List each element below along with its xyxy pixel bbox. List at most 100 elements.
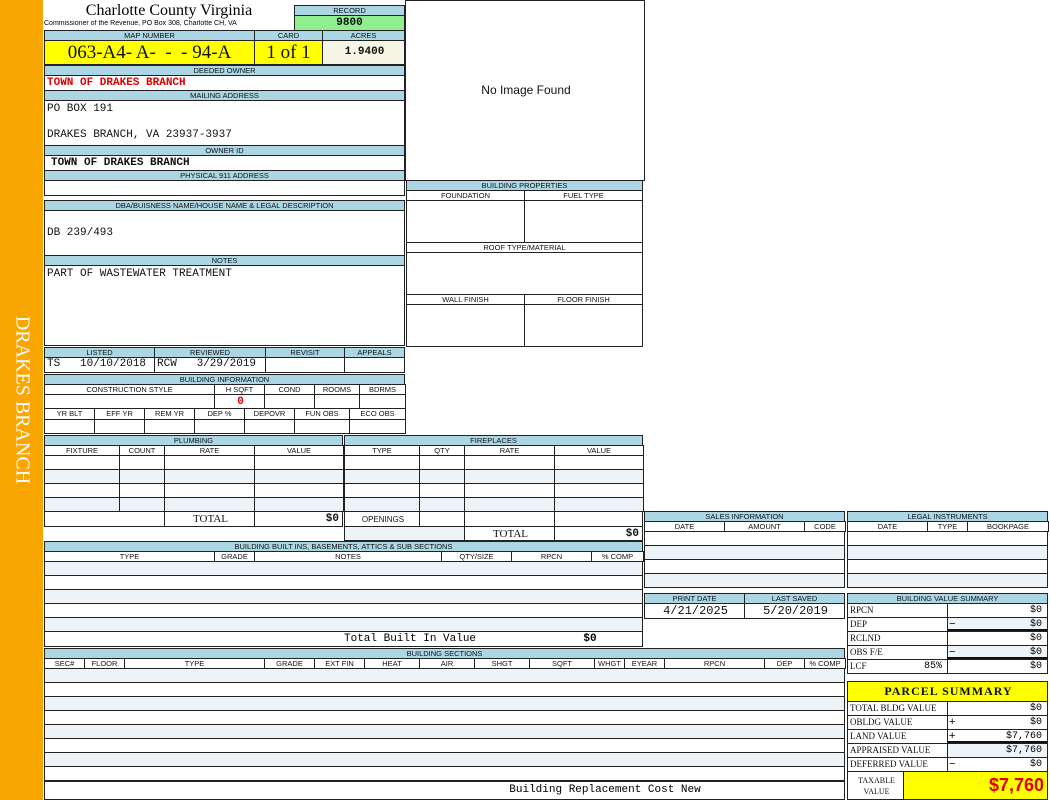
- fireplace-cell[interactable]: [554, 483, 644, 498]
- built-in-total-value: $0: [583, 633, 597, 645]
- appeals-value[interactable]: [344, 357, 405, 373]
- bdrms-value[interactable]: [359, 394, 406, 409]
- last-saved-value: 5/20/2019: [744, 603, 845, 619]
- plumbing-cell[interactable]: [119, 483, 165, 498]
- parcel-summary-sign: −: [949, 758, 956, 770]
- parcel-summary-row-label: APPRAISED VALUE: [847, 743, 948, 758]
- plumbing-cell[interactable]: [254, 469, 344, 484]
- yr-blt-value[interactable]: [44, 419, 95, 434]
- openings-value[interactable]: [554, 511, 643, 527]
- building-section-row[interactable]: [44, 752, 845, 767]
- plumbing-cell[interactable]: [164, 455, 255, 470]
- value-summary-cell: [947, 617, 1048, 632]
- revisit-value[interactable]: [265, 357, 345, 373]
- fun-obs-value[interactable]: [294, 419, 350, 434]
- fireplace-cell[interactable]: [464, 483, 555, 498]
- fireplace-cell[interactable]: [464, 455, 555, 470]
- built-in-row[interactable]: [44, 589, 643, 604]
- plumbing-cell[interactable]: [44, 497, 120, 512]
- sales-row[interactable]: [644, 531, 845, 546]
- notes: PART OF WASTEWATER TREATMENT: [44, 265, 405, 346]
- legal-row[interactable]: [847, 531, 1048, 546]
- fireplace-cell[interactable]: [344, 469, 420, 484]
- building-section-row[interactable]: [44, 766, 845, 781]
- fireplace-cell[interactable]: [419, 483, 465, 498]
- card-number: 1 of 1: [254, 40, 323, 65]
- plumbing-total-blank: [44, 511, 165, 527]
- value-summary-extra: [900, 632, 945, 645]
- openings-qty[interactable]: [419, 511, 465, 527]
- value-summary-cell: [947, 645, 1048, 660]
- building-section-row[interactable]: [44, 738, 845, 753]
- locality-label: DRAKES BRANCH: [11, 315, 33, 485]
- parcel-summary-sign: [949, 702, 969, 715]
- floor-finish-value[interactable]: [524, 304, 643, 347]
- fireplace-cell[interactable]: [344, 455, 420, 470]
- building-section-row[interactable]: [44, 696, 845, 711]
- building-section-row[interactable]: [44, 724, 845, 739]
- plumbing-cell[interactable]: [254, 455, 344, 470]
- parcel-summary-amount: $0: [1029, 717, 1042, 728]
- fireplace-cell[interactable]: [344, 483, 420, 498]
- eco-obs-value[interactable]: [349, 419, 406, 434]
- dep-pct-value[interactable]: [194, 419, 245, 434]
- fireplace-cell[interactable]: [464, 469, 555, 484]
- built-in-row[interactable]: [44, 561, 643, 576]
- plumbing-cell[interactable]: [164, 483, 255, 498]
- construction_style-value[interactable]: [44, 394, 215, 409]
- plumbing-cell[interactable]: [119, 469, 165, 484]
- rooms-value[interactable]: [314, 394, 360, 409]
- fireplace-cell[interactable]: [419, 497, 465, 512]
- cond-value[interactable]: [264, 394, 315, 409]
- rem-yr-value[interactable]: [144, 419, 195, 434]
- value-summary-amount: $0: [1029, 647, 1042, 658]
- plumbing-cell[interactable]: [254, 483, 344, 498]
- property-image: No Image Found: [405, 0, 645, 181]
- parcel-summary-amount: $7,760: [1005, 745, 1042, 756]
- eff-yr-value[interactable]: [94, 419, 145, 434]
- owner-id: TOWN OF DRAKES BRANCH: [44, 155, 405, 171]
- fireplace-cell[interactable]: [464, 497, 555, 512]
- plumbing-cell[interactable]: [44, 483, 120, 498]
- fireplace-cell[interactable]: [554, 497, 644, 512]
- legal-row[interactable]: [847, 559, 1048, 574]
- fireplace-cell[interactable]: [554, 469, 644, 484]
- wall-finish-value[interactable]: [406, 304, 525, 347]
- legal-row[interactable]: [847, 545, 1048, 560]
- fireplace-cell[interactable]: [554, 455, 644, 470]
- depovr-value[interactable]: [244, 419, 295, 434]
- plumbing-cell[interactable]: [254, 497, 344, 512]
- building-section-row[interactable]: [44, 668, 845, 683]
- plumbing-cell[interactable]: [164, 497, 255, 512]
- sales-row[interactable]: [644, 573, 845, 588]
- plumbing-total-label: TOTAL: [164, 511, 255, 527]
- legal-row[interactable]: [847, 573, 1048, 588]
- built-in-total-row: [44, 631, 643, 647]
- built-in-row[interactable]: [44, 617, 643, 632]
- building-section-row[interactable]: [44, 682, 845, 697]
- value-summary-amount: $0: [1029, 633, 1042, 644]
- plumbing-cell[interactable]: [119, 497, 165, 512]
- plumbing-cell[interactable]: [44, 455, 120, 470]
- openings-rate[interactable]: [464, 511, 555, 527]
- built-in-row[interactable]: [44, 575, 643, 590]
- building-section-row[interactable]: [44, 710, 845, 725]
- plumbing-cell[interactable]: [119, 455, 165, 470]
- roof-value[interactable]: [406, 252, 643, 295]
- fireplace-cell[interactable]: [344, 497, 420, 512]
- sales-row[interactable]: [644, 559, 845, 574]
- plumbing-cell[interactable]: [164, 469, 255, 484]
- foundation-value[interactable]: [406, 200, 525, 243]
- fuel-type-value[interactable]: [524, 200, 643, 243]
- fireplace-cell[interactable]: [419, 455, 465, 470]
- plumbing-cell[interactable]: [44, 469, 120, 484]
- mailing-address: PO BOX 191 DRAKES BRANCH, VA 23937-3937: [44, 100, 405, 146]
- value-summary-amount: $0: [1029, 605, 1042, 616]
- value-summary-extra: [900, 646, 945, 659]
- parcel-summary-label: PARCEL SUMMARY: [847, 681, 1048, 702]
- built-in-row[interactable]: [44, 603, 643, 618]
- value-summary-sign: [949, 632, 969, 645]
- fireplace-cell[interactable]: [419, 469, 465, 484]
- sales-row[interactable]: [644, 545, 845, 560]
- physical-address[interactable]: [44, 180, 405, 196]
